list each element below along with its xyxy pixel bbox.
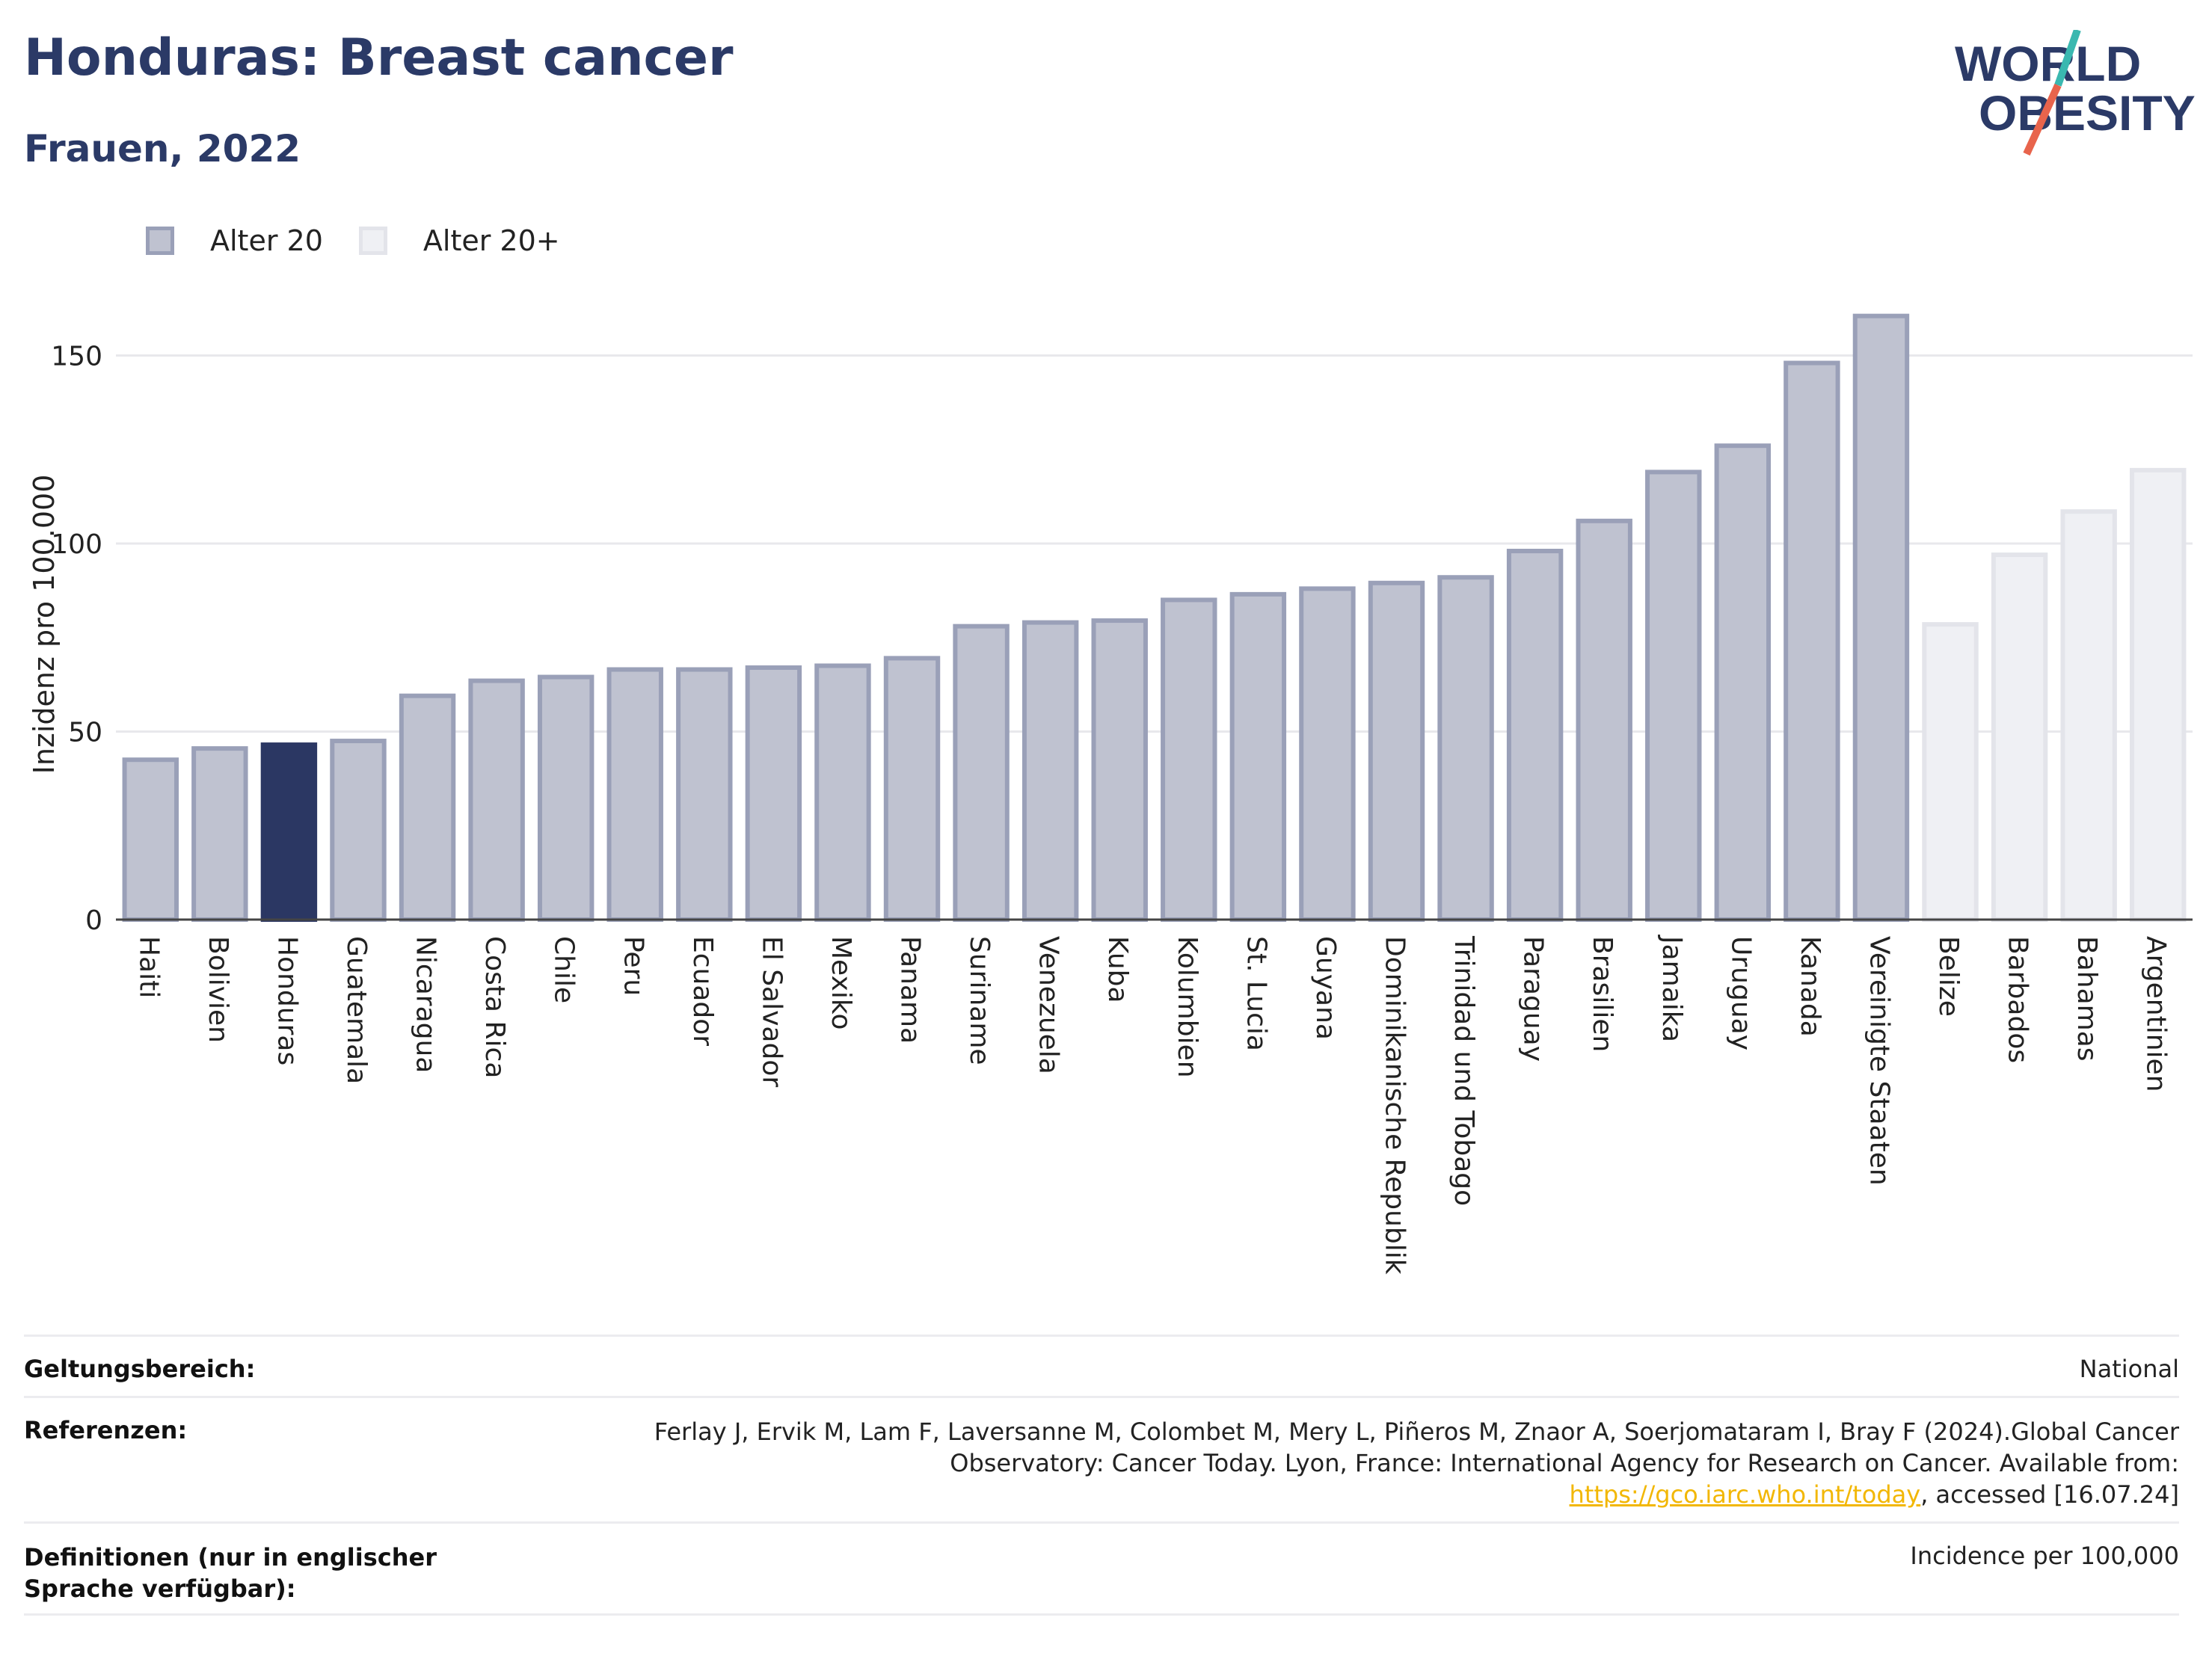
y-axis-label: Inzidenz pro 100.000 bbox=[28, 475, 61, 775]
bar-costa-rica bbox=[468, 678, 525, 922]
x-tick-label: Trinidad und Tobago bbox=[1448, 935, 1479, 1206]
bar-uruguay bbox=[1714, 443, 1772, 922]
x-tick-label: Vereinigte Staaten bbox=[1864, 936, 1894, 1186]
references-link[interactable]: https://gco.iarc.who.int/today bbox=[1569, 1480, 1921, 1509]
definitions-value: Incidence per 100,000 bbox=[1910, 1542, 2179, 1570]
legend-swatch-alter-20-plus bbox=[358, 227, 387, 255]
bar-guyana bbox=[1299, 586, 1356, 922]
bar-kuba bbox=[1091, 618, 1148, 922]
world-obesity-logo: WORLD OBESITY bbox=[1955, 30, 2196, 156]
legend-label-alter-20: Alter 20 bbox=[210, 224, 323, 257]
references-value: Ferlay J, Ervik M, Lam F, Laversanne M, … bbox=[609, 1416, 2179, 1521]
bar-ecuador bbox=[676, 667, 733, 922]
bar-barbados bbox=[1991, 552, 2048, 922]
bar-st-lucia bbox=[1229, 591, 1287, 922]
x-tick-label: Bolivien bbox=[203, 936, 233, 1043]
x-tick-label: Uruguay bbox=[1725, 936, 1756, 1050]
x-tick-label: Kolumbien bbox=[1172, 936, 1202, 1078]
x-tick-label: Haiti bbox=[133, 936, 164, 998]
bar-kanada bbox=[1784, 360, 1840, 923]
x-tick-label: El Salvador bbox=[756, 936, 787, 1087]
x-tick-label: Venezuela bbox=[1033, 936, 1064, 1074]
x-tick-label: Guatemala bbox=[341, 936, 372, 1084]
x-tick-label: Dominikanische Republik bbox=[1379, 936, 1410, 1275]
bar-venezuela bbox=[1021, 620, 1079, 922]
bar-dominikanische-republik bbox=[1368, 580, 1425, 922]
scope-value: National bbox=[2079, 1355, 2179, 1383]
x-tick-label: Jamaika bbox=[1656, 935, 1687, 1042]
y-tick-label: 100 bbox=[51, 529, 102, 560]
x-tick-label: Brasilien bbox=[1587, 936, 1617, 1052]
y-tick-label: 150 bbox=[51, 341, 102, 372]
logo-line2: OBESITY bbox=[1979, 85, 2196, 141]
x-tick-label: Guyana bbox=[1310, 936, 1341, 1040]
references-text: Ferlay J, Ervik M, Lam F, Laversanne M, … bbox=[654, 1418, 2179, 1477]
chart-footer: Geltungsbereich: National Referenzen: Fe… bbox=[24, 1335, 2179, 1616]
x-tick-label: Suriname bbox=[964, 936, 995, 1065]
bar-paraguay bbox=[1506, 549, 1564, 922]
x-tick-label: Argentinien bbox=[2141, 936, 2172, 1092]
x-tick-label: Bahamas bbox=[2071, 936, 2102, 1062]
x-tick-label: Barbados bbox=[2003, 936, 2033, 1063]
references-label: Referenzen: bbox=[24, 1416, 188, 1444]
logo-slash-teal bbox=[2054, 30, 2081, 87]
bar-chart: 0 50 100 150 Inzidenz pro 100.000 Haiti Bolivi… bbox=[28, 313, 2193, 1275]
footer-row-scope: Geltungsbereich: National bbox=[24, 1335, 2179, 1396]
x-tick-label: St. Lucia bbox=[1241, 936, 1271, 1051]
bar-vereinigte-staaten bbox=[1852, 313, 1910, 923]
x-tick-label: Paraguay bbox=[1518, 936, 1549, 1062]
logo-slash-red bbox=[2023, 83, 2062, 156]
x-tick-label: Belize bbox=[1933, 936, 1964, 1017]
references-accessed: , accessed [16.07.24] bbox=[1920, 1480, 2179, 1509]
x-tick-label: Panama bbox=[895, 936, 926, 1044]
bar-mexiko bbox=[814, 663, 871, 922]
bar-chile bbox=[537, 674, 595, 923]
legend-item-alter-20[interactable]: Alter 20 bbox=[146, 224, 323, 257]
footer-row-definitions: Definitionen (nur in englischer Sprache … bbox=[24, 1521, 2179, 1616]
bar-argentinien bbox=[2130, 467, 2187, 922]
x-tick-label: Mexiko bbox=[826, 936, 856, 1029]
y-tick-label: 50 bbox=[68, 717, 102, 748]
x-tick-label: Kanada bbox=[1795, 936, 1825, 1037]
bar-peru bbox=[606, 667, 663, 922]
bar-guatemala bbox=[330, 739, 387, 922]
bar-belize bbox=[1922, 622, 1979, 922]
definitions-label: Definitionen (nur in englischer Sprache … bbox=[24, 1543, 437, 1603]
legend-label-alter-20-plus: Alter 20+ bbox=[423, 224, 560, 257]
logo-line1: WORLD bbox=[1955, 36, 2141, 91]
bar-nicaragua bbox=[399, 693, 456, 922]
footer-row-references: Referenzen: Ferlay J, Ervik M, Lam F, La… bbox=[24, 1396, 2179, 1521]
bar-panama bbox=[883, 656, 941, 922]
bar-bolivien bbox=[191, 746, 248, 922]
bar-suriname bbox=[953, 624, 1010, 922]
x-tick-label: Honduras bbox=[271, 936, 302, 1065]
bar-haiti bbox=[122, 757, 179, 922]
bar-jamaika bbox=[1645, 470, 1702, 923]
bar-bahamas bbox=[2060, 509, 2117, 923]
page-title: Honduras: Breast cancer bbox=[24, 28, 734, 87]
bar-kolumbien bbox=[1161, 597, 1217, 922]
y-tick-label: 0 bbox=[85, 905, 102, 936]
scope-label: Geltungsbereich: bbox=[24, 1355, 256, 1383]
page-subtitle: Frauen, 2022 bbox=[24, 127, 301, 170]
chart-legend: Alter 20 Alter 20+ bbox=[146, 218, 596, 263]
x-tick-label: Costa Rica bbox=[479, 936, 510, 1078]
bar-el-salvador bbox=[745, 665, 802, 923]
x-tick-label: Nicaragua bbox=[411, 936, 441, 1073]
x-tick-label: Ecuador bbox=[687, 936, 718, 1046]
bar-trinidad-und-tobago bbox=[1437, 575, 1494, 922]
x-tick-label: Kuba bbox=[1102, 936, 1133, 1003]
x-tick-label: Peru bbox=[618, 936, 648, 996]
legend-item-alter-20-plus[interactable]: Alter 20+ bbox=[358, 224, 560, 257]
x-tick-label: Chile bbox=[549, 936, 580, 1003]
legend-swatch-alter-20 bbox=[146, 227, 174, 255]
bar-honduras bbox=[260, 742, 318, 922]
bar-brasilien bbox=[1576, 518, 1632, 922]
